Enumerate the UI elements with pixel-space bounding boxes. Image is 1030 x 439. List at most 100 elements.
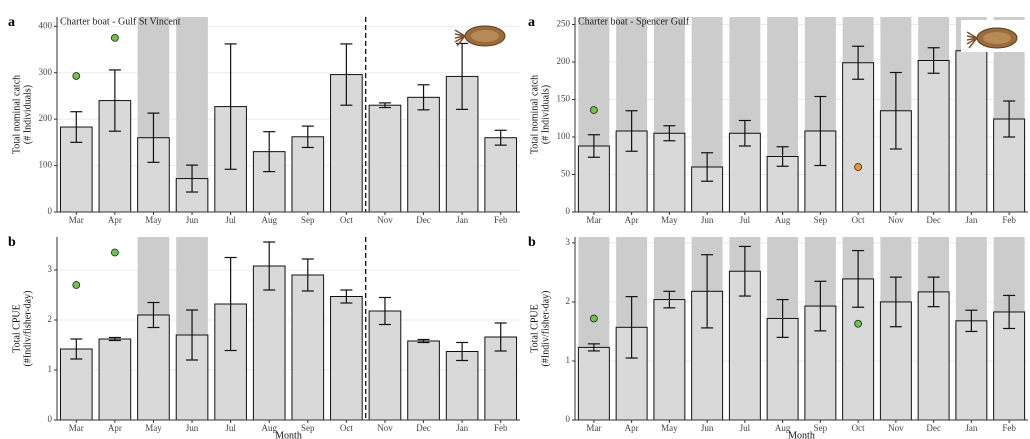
y-tick-label: 2 (48, 314, 53, 324)
error-bar (494, 322, 507, 352)
error-bar (147, 301, 160, 329)
error-bar (263, 131, 276, 173)
x-tick-label: Dec (926, 423, 941, 433)
marker-point (589, 106, 598, 114)
x-tick-label: Dec (416, 215, 431, 225)
bar (137, 314, 170, 421)
error-bar (776, 146, 789, 167)
error-bar (889, 276, 902, 328)
plot-background (575, 237, 1028, 420)
y-tick-label: 150 (557, 94, 571, 104)
x-tick-label: Mar (69, 215, 84, 225)
error-bar (147, 112, 160, 163)
bar (291, 274, 325, 421)
bar (653, 299, 686, 421)
error-bar (927, 276, 940, 308)
y-axis-label: (# Individuals) (22, 85, 33, 144)
y-tick-label: 0 (48, 414, 53, 424)
error-bar (301, 258, 314, 292)
bar (368, 104, 402, 213)
x-tick-label: Feb (1002, 423, 1016, 433)
x-tick-label: Mar (586, 215, 601, 225)
x-axis-label: Month (275, 430, 302, 439)
error-bar (417, 338, 430, 344)
error-bar (70, 338, 83, 360)
y-tick-label: 100 (557, 131, 571, 141)
cuttlefish-icon (961, 20, 1027, 52)
bar (407, 340, 440, 421)
x-tick-label: Mar (69, 423, 84, 433)
bar (445, 351, 479, 421)
bar (59, 348, 93, 421)
x-tick-label: Aug (261, 423, 277, 433)
error-bar (224, 256, 237, 352)
x-tick-label: Jun (701, 423, 714, 433)
y-axis-label: Total CPUE (529, 304, 540, 352)
error-bar (108, 69, 121, 132)
x-tick-label: May (661, 215, 678, 225)
x-tick-label: Dec (926, 215, 941, 225)
error-bar (263, 241, 276, 291)
error-bar (494, 129, 507, 146)
bar (330, 296, 363, 421)
x-tick-label: Oct (340, 423, 353, 433)
error-bar (1003, 294, 1016, 330)
error-bar (340, 43, 353, 106)
marker-point (110, 248, 119, 257)
plot-background (57, 17, 520, 212)
error-bar (965, 309, 978, 333)
error-bar (108, 336, 121, 342)
marker-point (589, 314, 598, 323)
x-tick-label: Nov (888, 423, 904, 433)
y-tick-label: 200 (39, 113, 53, 123)
bar (291, 136, 325, 213)
error-bar (587, 343, 600, 352)
x-tick-label: Sep (814, 423, 828, 433)
x-tick-label: Aug (261, 215, 277, 225)
error-bar (301, 125, 314, 149)
x-tick-label: Oct (852, 423, 865, 433)
bar (842, 62, 875, 213)
x-tick-label: Jun (186, 215, 199, 225)
x-tick-label: Jun (701, 215, 714, 225)
cuttlefish-icon (454, 25, 506, 47)
y-tick-label: 1 (48, 364, 53, 374)
y-tick-label: 400 (39, 20, 53, 30)
marker-point (854, 319, 863, 328)
y-tick-label: 300 (39, 67, 53, 77)
error-bar (927, 47, 940, 74)
x-tick-label: Jul (225, 215, 236, 225)
x-tick-label: Jan (965, 423, 977, 433)
error-bar (889, 71, 902, 150)
error-bar (625, 296, 638, 359)
bar (993, 311, 1026, 421)
error-bar (738, 245, 751, 297)
panel-label: b (8, 235, 16, 250)
error-bar (625, 110, 638, 152)
x-tick-label: Feb (494, 215, 508, 225)
y-axis-label: (#Indiv/fisher-day) (540, 291, 551, 367)
error-bar (852, 45, 865, 80)
y-tick-label: 1 (566, 355, 571, 365)
x-tick-label: Apr (625, 423, 639, 433)
bar (917, 60, 950, 213)
y-tick-label: 250 (557, 19, 571, 29)
y-tick-label: 0 (566, 206, 571, 216)
error-bar (224, 43, 237, 170)
x-tick-label: Aug (775, 215, 791, 225)
x-tick-label: Nov (377, 215, 393, 225)
bar (98, 338, 132, 421)
x-tick-label: Jun (186, 423, 199, 433)
x-tick-label: Mar (586, 423, 601, 433)
error-bar (701, 254, 714, 329)
bar (917, 291, 950, 421)
bar (955, 320, 988, 421)
x-tick-label: Apr (625, 215, 639, 225)
error-bar (340, 289, 353, 304)
y-axis-label: Total nominal catch (11, 75, 22, 154)
y-tick-label: 3 (48, 264, 53, 274)
x-tick-label: May (661, 423, 678, 433)
bar (368, 310, 402, 421)
y-tick-label: 0 (48, 206, 53, 216)
